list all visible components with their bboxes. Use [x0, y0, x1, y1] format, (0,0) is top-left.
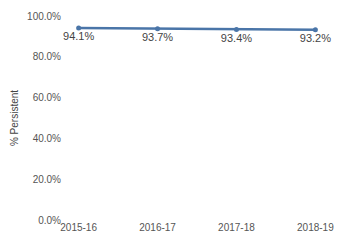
svg-text:% Persistent: % Persistent	[9, 90, 20, 146]
svg-text:60.0%: 60.0%	[33, 92, 61, 103]
svg-text:20.0%: 20.0%	[33, 174, 61, 185]
svg-text:40.0%: 40.0%	[33, 133, 61, 144]
svg-text:80.0%: 80.0%	[33, 51, 61, 62]
svg-text:93.7%: 93.7%	[142, 31, 173, 43]
svg-text:93.2%: 93.2%	[300, 32, 331, 44]
svg-text:2015-16: 2015-16	[60, 222, 97, 233]
svg-text:0.0%: 0.0%	[38, 215, 61, 226]
svg-text:2018-19: 2018-19	[297, 222, 334, 233]
svg-text:93.4%: 93.4%	[221, 32, 252, 44]
svg-text:94.1%: 94.1%	[63, 30, 94, 42]
svg-text:100.0%: 100.0%	[27, 11, 61, 22]
svg-text:2017-18: 2017-18	[218, 222, 255, 233]
svg-text:2016-17: 2016-17	[139, 222, 176, 233]
